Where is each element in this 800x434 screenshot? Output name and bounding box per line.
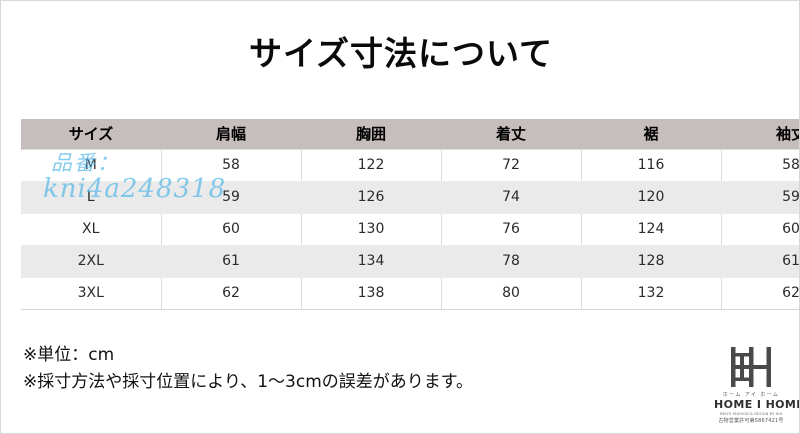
cell-chest: 122 <box>300 149 442 182</box>
cell-shoulder: 62 <box>160 277 302 310</box>
cell-hem: 120 <box>581 181 721 214</box>
cell-chest: 138 <box>300 277 442 310</box>
measurement-notes: ※単位：cm ※採寸方法や採寸位置により、1～3cmの誤差があります。 <box>23 342 473 396</box>
cell-length: 80 <box>440 277 582 310</box>
table-row: 3XL 62 138 80 132 62 <box>21 277 799 310</box>
cell-length: 74 <box>441 181 581 214</box>
cell-hem: 128 <box>581 245 721 278</box>
size-table-container: サイズ 肩幅 胸囲 着丈 裾 袖丈 M 58 122 72 116 58 <box>21 119 799 310</box>
table-row: XL 60 130 76 124 60 <box>21 213 799 246</box>
cell-sleeve: 61 <box>721 245 799 278</box>
cell-size: 3XL <box>21 277 162 310</box>
table-row: 2XL 61 134 78 128 61 <box>21 245 799 278</box>
column-header-sleeve: 袖丈 <box>721 119 799 150</box>
cell-shoulder: 59 <box>161 181 301 214</box>
cell-sleeve: 60 <box>720 213 799 246</box>
logo-tagline: MEN'S FASHION & DESIGN BY HIH <box>719 411 783 416</box>
cell-shoulder: 60 <box>160 213 302 246</box>
cell-size: M <box>21 149 162 182</box>
column-header-shoulder: 肩幅 <box>161 119 301 150</box>
hih-monogram-icon <box>731 347 771 387</box>
logo-brand-name: HOME I HOME <box>714 398 800 411</box>
cell-hem: 132 <box>580 277 722 310</box>
brand-logo: ホーム アイ ホーム HOME I HOME MEN'S FASHION & D… <box>714 345 800 425</box>
cell-shoulder: 61 <box>161 245 301 278</box>
logo-registration-number: 古物営業許可第5867421号 <box>718 418 784 425</box>
cell-chest: 130 <box>300 213 442 246</box>
cell-length: 78 <box>441 245 581 278</box>
cell-chest: 126 <box>301 181 441 214</box>
cell-sleeve: 62 <box>720 277 799 310</box>
cell-size: 2XL <box>21 245 161 278</box>
cell-length: 72 <box>440 149 582 182</box>
logo-kana-text: ホーム アイ ホーム <box>722 392 780 398</box>
cell-shoulder: 58 <box>160 149 302 182</box>
note-unit: ※単位：cm <box>23 345 115 365</box>
cell-sleeve: 59 <box>721 181 799 214</box>
note-tolerance: ※採寸方法や採寸位置により、1～3cmの誤差があります。 <box>23 372 474 393</box>
table-row: L 59 126 74 120 59 <box>21 181 799 214</box>
cell-sleeve: 58 <box>720 149 799 182</box>
cell-length: 76 <box>440 213 582 246</box>
column-header-chest: 胸囲 <box>301 119 441 150</box>
column-header-size: サイズ <box>21 119 161 150</box>
table-header-row: サイズ 肩幅 胸囲 着丈 裾 袖丈 <box>21 119 799 150</box>
cell-size: XL <box>21 213 162 246</box>
column-header-length: 着丈 <box>441 119 581 150</box>
column-header-hem: 裾 <box>581 119 721 150</box>
table-row: M 58 122 72 116 58 <box>21 149 799 182</box>
cell-hem: 124 <box>580 213 722 246</box>
cell-size: L <box>21 181 161 214</box>
size-table: サイズ 肩幅 胸囲 着丈 裾 袖丈 M 58 122 72 116 58 <box>21 119 799 310</box>
cell-chest: 134 <box>301 245 441 278</box>
page-title: サイズ寸法について <box>248 34 554 73</box>
cell-hem: 116 <box>580 149 722 182</box>
